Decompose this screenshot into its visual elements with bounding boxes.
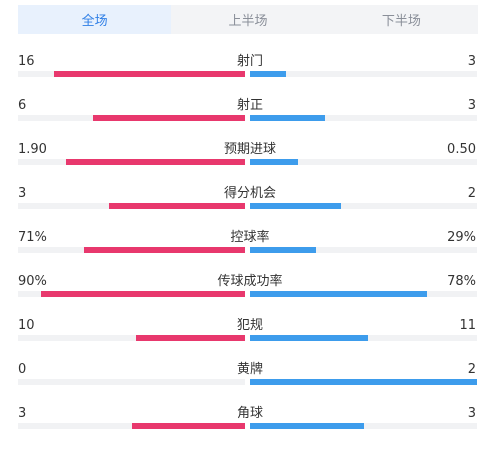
stat-label: 角球 xyxy=(236,406,263,421)
home-value: 3 xyxy=(18,186,27,201)
home-bar xyxy=(54,71,245,77)
stat-row: 3 得分机会 2 xyxy=(0,186,500,230)
stat-row: 3 角球 3 xyxy=(0,406,500,450)
stat-row: 16 射门 3 xyxy=(0,54,500,98)
home-bar xyxy=(136,335,245,341)
home-value: 10 xyxy=(18,318,35,333)
away-bar xyxy=(250,335,369,341)
home-value: 71% xyxy=(18,230,47,245)
stat-label: 得分机会 xyxy=(223,186,276,201)
away-bar-track xyxy=(250,291,477,297)
stat-label: 黄牌 xyxy=(236,362,263,377)
home-bar xyxy=(131,423,245,429)
away-value: 29% xyxy=(447,230,476,245)
period-tabs: 全场 上半场 下半场 xyxy=(18,5,478,34)
away-value: 78% xyxy=(447,274,476,289)
home-value: 0 xyxy=(18,362,27,377)
away-value: 2 xyxy=(467,186,476,201)
away-bar-track xyxy=(250,247,477,253)
home-bar-track xyxy=(18,423,245,429)
home-bar xyxy=(83,247,245,253)
away-bar-track xyxy=(250,335,477,341)
stat-label: 传球成功率 xyxy=(217,274,283,289)
stat-row: 90% 传球成功率 78% xyxy=(0,274,500,318)
away-bar xyxy=(250,203,341,209)
tab-first-half[interactable]: 上半场 xyxy=(228,14,268,29)
stat-label: 控球率 xyxy=(230,230,270,245)
away-value: 3 xyxy=(467,406,476,421)
home-value: 3 xyxy=(18,406,27,421)
tab-full-match[interactable]: 全场 xyxy=(18,5,172,34)
home-value: 6 xyxy=(18,98,27,113)
away-bar-track xyxy=(250,379,477,385)
away-bar xyxy=(250,247,316,253)
away-bar xyxy=(250,291,428,297)
home-bar-track xyxy=(18,159,245,165)
stat-label: 射门 xyxy=(236,54,263,69)
away-bar-track xyxy=(250,159,477,165)
stat-row: 1.90 预期进球 0.50 xyxy=(0,142,500,186)
away-value: 0.50 xyxy=(447,142,476,157)
home-value: 1.90 xyxy=(18,142,47,157)
away-bar xyxy=(250,159,298,165)
away-bar-track xyxy=(250,115,477,121)
away-value: 2 xyxy=(467,362,476,377)
home-bar xyxy=(108,203,245,209)
home-bar-track xyxy=(18,71,245,77)
stat-row: 71% 控球率 29% xyxy=(0,230,500,274)
home-bar-track xyxy=(18,203,245,209)
away-bar xyxy=(250,423,364,429)
home-value: 90% xyxy=(18,274,47,289)
home-bar-track xyxy=(18,247,245,253)
stat-label: 犯规 xyxy=(236,318,263,333)
stat-label: 预期进球 xyxy=(223,142,276,157)
stat-row: 6 射正 3 xyxy=(0,98,500,142)
away-value: 3 xyxy=(467,54,476,69)
away-bar xyxy=(250,71,287,77)
home-bar-track xyxy=(18,379,245,385)
home-bar-track xyxy=(18,115,245,121)
stats-list: 16 射门 3 6 射正 3 1.90 预期进球 0.50 3 得分机会 2 71% 控球率 29% 90% 传… xyxy=(0,54,500,429)
away-bar-track xyxy=(250,203,477,209)
away-bar xyxy=(250,115,325,121)
tab-second-half[interactable]: 下半场 xyxy=(381,14,421,29)
home-value: 16 xyxy=(18,54,35,69)
home-bar-track xyxy=(18,291,245,297)
stat-row: 10 犯规 11 xyxy=(0,318,500,362)
home-bar-track xyxy=(18,335,245,341)
home-bar xyxy=(92,115,245,121)
home-bar xyxy=(65,159,245,165)
away-bar xyxy=(250,379,477,385)
away-bar-track xyxy=(250,71,477,77)
stat-label: 射正 xyxy=(236,98,263,113)
away-value: 3 xyxy=(467,98,476,113)
stat-row: 0 黄牌 2 xyxy=(0,362,500,406)
away-value: 11 xyxy=(459,318,476,333)
home-bar xyxy=(40,291,245,297)
away-bar-track xyxy=(250,423,477,429)
